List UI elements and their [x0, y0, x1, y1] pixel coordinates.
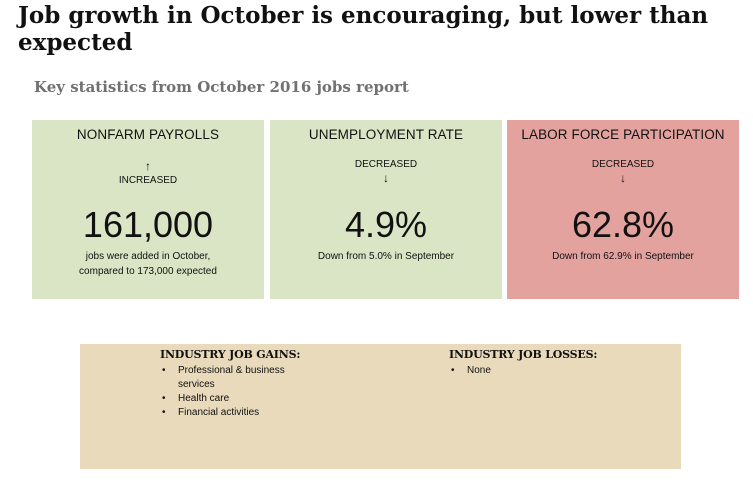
- industry-summary-box: INDUSTRY JOB GAINS: • Professional & busi…: [80, 344, 681, 469]
- bullet-icon: •: [162, 393, 166, 404]
- industry-losses-list: • None: [449, 364, 597, 378]
- up-arrow-icon: ↑: [145, 159, 151, 173]
- card-note: Down from 62.9% in September: [507, 249, 739, 264]
- list-item: • Professional & business: [160, 364, 300, 378]
- list-item-label: Health care: [178, 393, 230, 404]
- card-value: 62.8%: [571, 204, 675, 245]
- bullet-icon: •: [451, 365, 455, 376]
- bullet-icon: •: [162, 365, 166, 376]
- card-note-line: Down from 5.0% in September: [317, 251, 455, 262]
- card-nonfarm-payrolls: NONFARM PAYROLLS ↑ INCREASED 161,000 job…: [32, 120, 264, 299]
- industry-gains-heading: INDUSTRY JOB GAINS:: [160, 348, 301, 361]
- list-item: services: [160, 378, 300, 392]
- card-heading: NONFARM PAYROLLS: [76, 127, 220, 142]
- industry-gains-list: • Professional & business services • Healt…: [160, 364, 300, 420]
- down-arrow-icon: ↓: [620, 171, 626, 185]
- list-item: • Financial activities: [160, 406, 300, 420]
- card-status: DECREASED: [591, 159, 655, 170]
- card-value: 161,000: [82, 204, 214, 245]
- industry-losses-heading: INDUSTRY JOB LOSSES:: [449, 348, 598, 361]
- card-note: Down from 5.0% in September: [270, 249, 502, 264]
- bullet-icon: •: [162, 407, 166, 418]
- list-item-label: None: [467, 365, 491, 376]
- page-subtitle: Key statistics from October 2016 jobs re…: [34, 78, 409, 96]
- down-arrow-icon: ↓: [383, 171, 389, 185]
- card-heading: UNEMPLOYMENT RATE: [308, 127, 464, 142]
- list-item-label: Financial activities: [178, 407, 260, 418]
- card-status: INCREASED: [118, 175, 178, 186]
- card-note-line: Down from 62.9% in September: [552, 251, 694, 262]
- card-unemployment-rate: UNEMPLOYMENT RATE DECREASED ↓ 4.9% Down …: [270, 120, 502, 299]
- card-note: jobs were added in October, compared to …: [32, 249, 264, 279]
- card-labor-force-participation: LABOR FORCE PARTICIPATION DECREASED ↓ 62…: [507, 120, 739, 299]
- list-item: • Health care: [160, 392, 300, 406]
- list-item-label: services: [178, 379, 215, 390]
- industry-gains: INDUSTRY JOB GAINS: • Professional & busi…: [160, 348, 300, 420]
- list-item: • None: [449, 364, 597, 378]
- card-note-line: jobs were added in October,: [85, 251, 211, 262]
- list-item-label: Professional & business: [178, 365, 285, 376]
- card-value: 4.9%: [344, 204, 428, 245]
- card-note-line: compared to 173,000 expected: [79, 266, 217, 277]
- card-status: DECREASED: [354, 159, 418, 170]
- industry-losses: INDUSTRY JOB LOSSES: • None: [449, 348, 597, 378]
- card-heading: LABOR FORCE PARTICIPATION: [521, 127, 725, 142]
- page-title: Job growth in October is encouraging, bu…: [18, 2, 709, 56]
